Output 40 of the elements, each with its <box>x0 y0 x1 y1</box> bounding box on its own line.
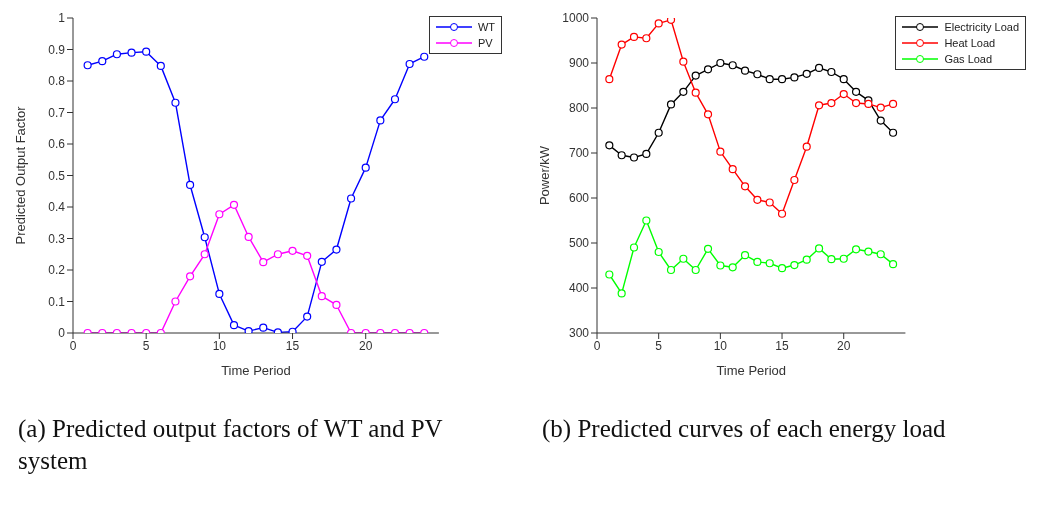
y-tick-label: 0.7 <box>48 105 66 120</box>
text: (a) Predicted output factors of WT and PV system <box>17 414 444 476</box>
y-tick-label: 600 <box>568 191 590 206</box>
y-axis-title: Power/kW <box>536 145 552 206</box>
y-tick-label: 0.2 <box>48 263 66 278</box>
y-tick-label: 0.5 <box>48 168 66 183</box>
y-tick-label: 1 <box>58 11 66 26</box>
legend-label: Heat Load <box>944 36 996 51</box>
x-axis-title: Time Period <box>716 363 787 378</box>
y-tick-label: 1000 <box>562 11 590 26</box>
x-tick-label: 15 <box>775 338 790 353</box>
x-tick-label: 0 <box>69 338 77 353</box>
x-tick-label: 5 <box>142 338 150 353</box>
y-tick-label: 0.6 <box>48 137 66 152</box>
x-tick-label: 10 <box>212 338 227 353</box>
legend-label: PV <box>477 36 493 51</box>
y-axis-title: Predicted Output Factor <box>12 105 28 245</box>
x-tick-label: 5 <box>655 338 663 353</box>
y-tick-label: 0.1 <box>48 294 66 309</box>
legend-label: Gas Load <box>944 52 993 67</box>
y-tick-label: 900 <box>568 56 590 71</box>
x-tick-label: 10 <box>713 338 728 353</box>
y-tick-label: 0.3 <box>48 231 66 246</box>
y-tick-label: 0.9 <box>48 42 66 57</box>
legend-label: Electricity Load <box>944 20 1019 35</box>
text: (b) Predicted curves of each energy load <box>541 414 947 445</box>
x-axis-title: Time Period <box>221 363 291 378</box>
x-tick-label: 20 <box>837 338 851 353</box>
y-tick-label: 0.8 <box>48 74 66 89</box>
y-tick-label: 300 <box>568 326 590 341</box>
x-tick-label: 20 <box>359 338 373 353</box>
y-tick-label: 0.4 <box>48 200 66 215</box>
y-tick-label: 500 <box>568 236 590 251</box>
legend-label: WT <box>477 20 495 35</box>
x-tick-label: 0 <box>593 338 601 353</box>
y-tick-label: 700 <box>568 146 590 161</box>
y-tick-label: 800 <box>568 101 590 116</box>
y-tick-label: 0 <box>58 326 66 341</box>
y-tick-label: 400 <box>568 281 590 296</box>
x-tick-label: 15 <box>285 338 300 353</box>
